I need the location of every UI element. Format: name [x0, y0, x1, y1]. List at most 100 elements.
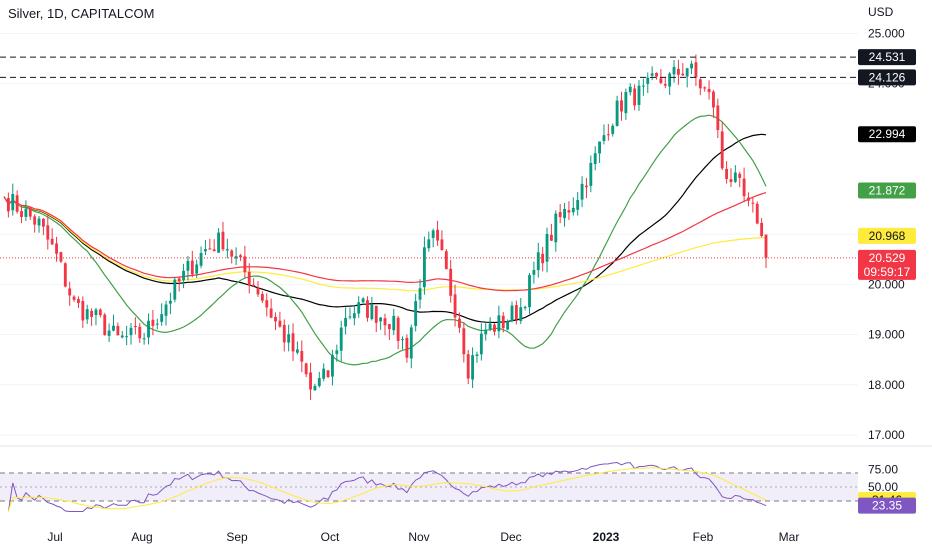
candle-body [265, 300, 269, 308]
candle-body [659, 78, 663, 84]
candle-body [401, 339, 404, 341]
candle-body [488, 323, 492, 330]
moving-average-line [3, 114, 767, 366]
candle-body [164, 304, 168, 316]
candle-body [278, 320, 282, 327]
moving-average-line [3, 133, 767, 324]
candle-body [672, 66, 676, 75]
candle-body [352, 313, 356, 319]
candle-body [563, 208, 566, 219]
candle-body [519, 307, 523, 322]
candle-body [335, 350, 339, 355]
candle-body [186, 260, 190, 271]
time-label: Dec [500, 530, 521, 544]
candle-body [396, 317, 400, 341]
candle-body [593, 153, 597, 165]
candle-body [195, 264, 199, 274]
candle-body [190, 260, 194, 275]
price-tag-bg [858, 227, 916, 244]
candle-body [418, 288, 422, 300]
candle-body [252, 284, 256, 286]
candle-body [90, 310, 94, 317]
candle-body [585, 185, 588, 188]
candle-body [120, 335, 124, 338]
time-label: Oct [321, 530, 340, 544]
candle-body [81, 300, 85, 321]
candle-body [436, 229, 439, 241]
candle-body [541, 253, 545, 264]
candle-body [681, 73, 685, 76]
candle-body [63, 263, 67, 287]
price-tick-label: 17.000 [868, 428, 905, 442]
candle-body [720, 131, 724, 169]
candle-body [177, 278, 181, 282]
candle-body [370, 303, 374, 320]
candle-body [760, 222, 764, 236]
candle-body [598, 141, 602, 154]
countdown-label: 09:59:17 [864, 265, 911, 279]
grid [0, 33, 932, 447]
candle-body [576, 200, 580, 210]
candle-body [221, 231, 225, 250]
candle-body [33, 216, 37, 225]
chart-title: Silver, 1D, CAPITALCOM [8, 6, 155, 21]
candle-body [558, 212, 562, 218]
rsi-pane [0, 461, 858, 512]
rsi-value-tag-bg [858, 497, 916, 514]
candle-body [142, 338, 146, 340]
candle-body [536, 252, 540, 271]
candle-body [427, 239, 431, 249]
candle-body [523, 306, 527, 309]
candle-body [55, 243, 58, 254]
candle-body [742, 178, 746, 197]
candle-body [212, 249, 216, 252]
price-tick-label: 25.000 [868, 27, 905, 41]
price-tag: 24.531 [869, 50, 906, 64]
candle-body [549, 234, 553, 241]
candle-body [611, 125, 615, 134]
candle-body [68, 288, 72, 296]
price-tag-bg [858, 182, 916, 199]
candle-body [155, 323, 159, 325]
time-axis[interactable]: Jul Aug Sep Oct Nov Dec 2023 Feb Mar [47, 530, 799, 544]
candle-body [602, 135, 606, 141]
candle-body [24, 208, 28, 217]
candle-body [331, 355, 334, 377]
candle-body [690, 63, 693, 69]
candle-body [374, 305, 378, 323]
candle-body [72, 296, 76, 300]
price-axis[interactable]: USD25.00024.00021.00020.00019.00018.0001… [858, 5, 916, 514]
candle-body [646, 77, 650, 84]
time-label: Jul [47, 530, 62, 544]
moving-average-line [3, 192, 767, 292]
time-label: Aug [131, 530, 152, 544]
candle-body [383, 318, 387, 326]
candle-body [317, 378, 321, 387]
candle-body [462, 328, 466, 355]
candle-body [326, 370, 330, 378]
candle-body [493, 324, 496, 332]
rsi-value-tag: 23.35 [872, 499, 902, 513]
candle-body [15, 195, 19, 212]
candle-body [655, 72, 658, 77]
candle-body [475, 354, 479, 357]
time-label: Feb [693, 530, 714, 544]
candle-body [133, 325, 137, 328]
candle-body [234, 256, 238, 259]
candle-body [269, 308, 273, 318]
candle-body [458, 318, 461, 328]
candle-body [637, 85, 641, 105]
candle-body [173, 279, 177, 300]
candle-body [239, 255, 242, 258]
last-price-label: 20.529 [869, 251, 906, 265]
time-label: Nov [408, 530, 429, 544]
rsi-ma-line [7, 467, 767, 512]
candle-body [151, 319, 155, 326]
candle-body [361, 298, 365, 303]
candle-body [571, 207, 575, 213]
price-tick-label: 18.000 [868, 378, 905, 392]
price-tag: 20.968 [869, 229, 906, 243]
moving-averages [3, 114, 767, 366]
candle-body [606, 134, 610, 136]
